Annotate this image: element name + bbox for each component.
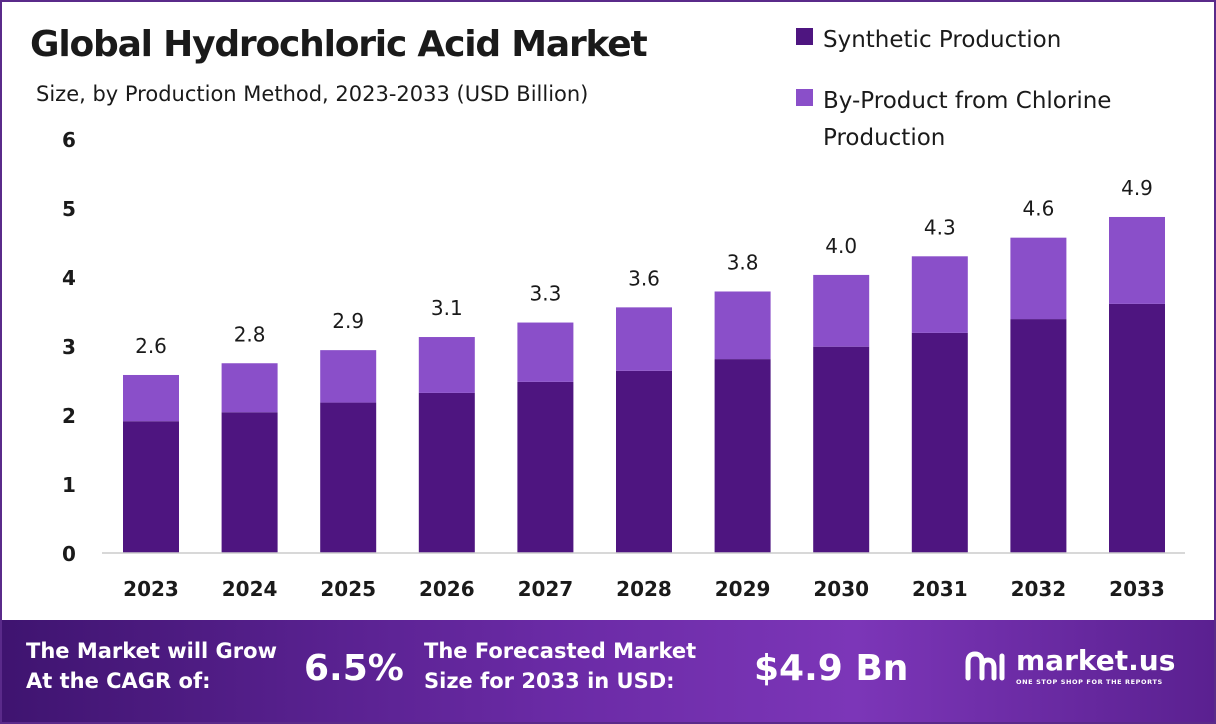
y-tick-label: 3 xyxy=(62,335,76,359)
bar-synthetic-2027 xyxy=(517,381,574,553)
x-tick-label-2031: 2031 xyxy=(912,577,968,601)
total-label-2033: 4.9 xyxy=(1121,176,1153,200)
y-tick-label: 5 xyxy=(62,197,76,221)
total-label-2026: 3.1 xyxy=(431,296,463,320)
y-tick-label: 4 xyxy=(62,266,76,290)
x-axis-labels: 2023 2024 2025 2026 2027 2028 2029 2030 2031 2032… xyxy=(123,577,1165,601)
bar-synthetic-2025 xyxy=(320,402,377,553)
total-label-2025: 2.9 xyxy=(332,309,364,333)
x-tick-label-2032: 2032 xyxy=(1011,577,1067,601)
y-tick-label: 6 xyxy=(62,128,76,152)
y-tick-label: 0 xyxy=(62,542,76,566)
x-tick-label-2026: 2026 xyxy=(419,577,475,601)
chart-subtitle: Size, by Production Method, 2023-2033 (U… xyxy=(36,82,589,106)
total-label-2023: 2.6 xyxy=(135,334,167,358)
total-labels: 2.6 2.8 2.9 3.1 3.3 3.6 3.8 4.0 4.3 4.6 4.9 xyxy=(135,176,1153,358)
chart-title: Global Hydrochloric Acid Market xyxy=(30,24,648,65)
bars xyxy=(123,216,1165,553)
legend: Synthetic Production By-Product from Chl… xyxy=(796,22,1196,181)
x-tick-label-2027: 2027 xyxy=(518,577,574,601)
bar-synthetic-2028 xyxy=(616,370,672,553)
cagr-caption-line1: The Market will Grow xyxy=(26,639,277,663)
bar-by-product-2025 xyxy=(320,350,377,403)
market-us-logo-icon xyxy=(965,651,1005,681)
bar-synthetic-2032 xyxy=(1010,319,1067,553)
total-label-2032: 4.6 xyxy=(1022,197,1054,221)
y-axis-labels: 0 1 2 3 4 5 6 xyxy=(62,128,76,566)
legend-label-by-product: By-Product from Chlorine Production xyxy=(823,88,1112,151)
cagr-caption-line2: At the CAGR of: xyxy=(26,669,211,693)
footer-banner: The Market will Grow At the CAGR of: 6.5… xyxy=(2,620,1214,722)
x-tick-label-2030: 2030 xyxy=(813,577,869,601)
x-tick-label-2028: 2028 xyxy=(616,577,672,601)
forecast-caption-line1: The Forecasted Market xyxy=(424,639,697,663)
total-label-2024: 2.8 xyxy=(234,322,266,346)
brand-logo: market.us ONE STOP SHOP FOR THE REPORTS xyxy=(964,646,1175,686)
forecast-caption: The Forecasted Market Size for 2033 in U… xyxy=(424,636,696,696)
bar-synthetic-2024 xyxy=(221,412,278,553)
bar-by-product-2031 xyxy=(911,256,968,333)
legend-item-by-product: By-Product from Chlorine Production xyxy=(796,83,1196,157)
brand-text: market.us ONE STOP SHOP FOR THE REPORTS xyxy=(1016,644,1176,687)
bar-by-product-2024 xyxy=(221,363,278,413)
total-label-2028: 3.6 xyxy=(628,266,660,290)
total-label-2027: 3.3 xyxy=(529,282,561,306)
bar-synthetic-2023 xyxy=(123,421,179,553)
total-label-2031: 4.3 xyxy=(924,215,956,239)
total-label-2030: 4.0 xyxy=(825,234,857,258)
legend-swatch-synthetic xyxy=(796,28,813,45)
legend-swatch-by-product xyxy=(796,89,813,106)
x-tick-label-2025: 2025 xyxy=(320,577,376,601)
y-tick-label: 1 xyxy=(62,473,76,497)
bar-synthetic-2026 xyxy=(418,392,475,553)
forecast-value: $4.9 Bn xyxy=(754,648,909,689)
bar-by-product-2029 xyxy=(714,291,771,360)
bar-by-product-2027 xyxy=(517,322,574,382)
bar-by-product-2033 xyxy=(1109,216,1165,304)
bar-by-product-2032 xyxy=(1010,237,1067,320)
bar-by-product-2023 xyxy=(123,374,179,422)
bar-synthetic-2033 xyxy=(1109,303,1165,553)
y-tick-label: 2 xyxy=(62,404,76,428)
bar-synthetic-2029 xyxy=(714,359,771,553)
x-tick-label-2023: 2023 xyxy=(123,577,179,601)
total-label-2029: 3.8 xyxy=(727,250,759,274)
bar-synthetic-2031 xyxy=(911,332,968,553)
bar-by-product-2030 xyxy=(813,274,870,347)
forecast-caption-line2: Size for 2033 in USD: xyxy=(424,669,675,693)
x-tick-label-2029: 2029 xyxy=(715,577,771,601)
brand-tagline: ONE STOP SHOP FOR THE REPORTS xyxy=(1016,678,1163,686)
legend-label-synthetic: Synthetic Production xyxy=(823,27,1062,53)
cagr-value: 6.5% xyxy=(304,648,404,689)
bar-synthetic-2030 xyxy=(813,346,870,553)
bar-by-product-2028 xyxy=(616,307,672,371)
legend-item-synthetic: Synthetic Production xyxy=(796,22,1196,59)
bar-by-product-2026 xyxy=(418,337,475,393)
cagr-caption: The Market will Grow At the CAGR of: xyxy=(26,636,277,696)
x-tick-label-2033: 2033 xyxy=(1109,577,1165,601)
brand-name: market.us xyxy=(1016,644,1176,677)
x-tick-label-2024: 2024 xyxy=(222,577,278,601)
